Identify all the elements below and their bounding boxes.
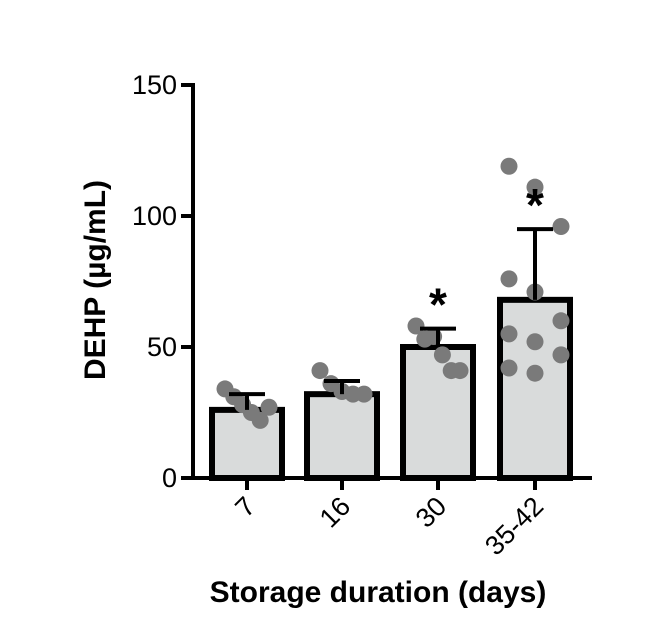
data-point-35-42 [552, 346, 570, 364]
x-tick-label-35-42: 35-42 [479, 491, 549, 561]
bar-7 [209, 406, 285, 482]
bar-16 [304, 391, 380, 481]
data-point-30 [433, 346, 451, 364]
data-point-35-42 [526, 178, 544, 196]
data-point-35-42 [500, 270, 518, 288]
y-tick-label-0: 0 [162, 463, 177, 493]
data-point-7 [260, 398, 278, 416]
x-tick-label-16: 16 [314, 491, 356, 533]
data-point-35-42 [526, 364, 544, 382]
x-tick-label-7: 7 [229, 491, 261, 523]
x-tick-label-30: 30 [410, 491, 452, 533]
data-point-35-42 [500, 325, 518, 343]
significance-star-35-42: * [526, 179, 544, 231]
data-point-35-42 [500, 359, 518, 377]
bars-layer [209, 296, 573, 482]
data-point-35-42 [552, 312, 570, 330]
x-axis-title: Storage duration (days) [210, 576, 547, 609]
data-point-7 [251, 411, 269, 429]
y-tick-label-150: 150 [132, 70, 177, 100]
data-point-35-42 [526, 333, 544, 351]
data-point-35-42 [552, 217, 570, 235]
y-tick-label-50: 50 [147, 332, 177, 362]
data-point-30 [451, 362, 469, 380]
significance-layer: ** [429, 179, 544, 331]
data-point-16 [355, 385, 373, 403]
data-point-35-42 [500, 157, 518, 175]
y-tick-label-100: 100 [132, 201, 177, 231]
error-bars-layer [229, 227, 553, 410]
data-point-16 [311, 362, 329, 380]
y-axis-title: DEHP (µg/mL) [79, 180, 112, 380]
significance-star-30: * [429, 279, 447, 331]
